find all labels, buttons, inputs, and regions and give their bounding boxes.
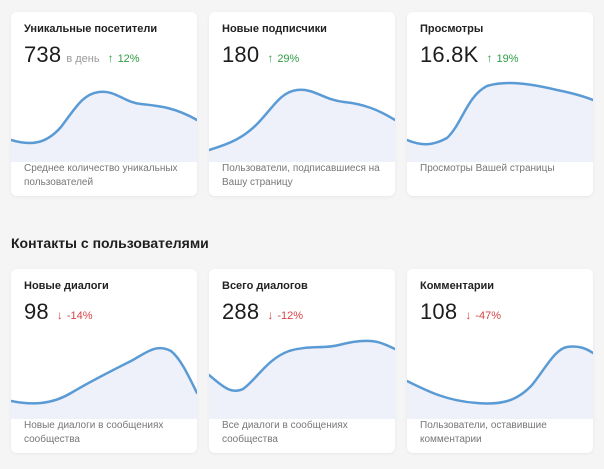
card-description: Просмотры Вашей страницы [420,163,555,174]
card-description: Все диалоги в сообщениях сообщества [222,420,348,445]
arrow-up-icon: ↑ [107,51,114,65]
trend-value: -47% [475,310,501,322]
card-value-row: 16.8K ↑ 19% [420,42,519,68]
trend-badge: ↓ -14% [57,308,93,322]
sparkline-line [407,81,593,146]
card-title: Комментарии [420,280,495,292]
card-value: 180 [222,42,260,67]
arrow-up-icon: ↑ [267,51,274,65]
card-description: Новые диалоги в сообщениях сообщества [24,420,164,445]
section-title-contacts: Контакты с пользователями [11,235,209,251]
card-description: Пользователи, подписавшиеся на Вашу стра… [222,163,380,188]
arrow-down-icon: ↓ [56,308,63,322]
card-unit: в день [66,53,100,65]
sparkline-chart [209,88,395,162]
sparkline-area [407,346,593,419]
trend-value: 19% [496,53,519,65]
card-title: Уникальные посетители [24,23,158,35]
stat-card-new-subscribers[interactable]: Новые подписчики 180 ↑ 29% Пользователи,… [209,12,395,196]
sparkline-line [11,90,197,145]
stat-card-total-dialogs[interactable]: Всего диалогов 288 ↓ -12% Все диалоги в … [209,269,395,453]
card-description: Пользователи, оставившие комментарии [420,420,547,445]
card-title: Всего диалогов [222,280,308,292]
trend-badge: ↑ 19% [487,51,519,65]
card-value-row: 180 ↑ 29% [222,42,299,68]
stat-card-unique-visitors[interactable]: Уникальные посетители 738 в день ↑ 12% С… [11,12,197,196]
card-value: 738 [24,42,62,67]
card-value-row: 738 в день ↑ 12% [24,42,140,68]
card-title: Просмотры [420,23,484,35]
trend-badge: ↑ 29% [267,51,299,65]
sparkline-line [209,339,395,392]
arrow-down-icon: ↓ [267,308,274,322]
sparkline-chart [209,339,395,419]
trend-value: -14% [66,310,93,322]
trend-badge: ↑ 12% [108,51,140,65]
card-value-row: 288 ↓ -12% [222,299,303,325]
sparkline-chart [11,90,197,162]
card-title: Новые подписчики [222,23,327,35]
card-value-row: 98 ↓ -14% [24,299,93,325]
sparkline-area [11,91,197,162]
sparkline-area [209,340,395,419]
sparkline-area [11,348,197,419]
sparkline-chart [407,345,593,419]
sparkline-area [407,83,593,162]
sparkline-line [407,345,593,405]
card-title: Новые диалоги [24,280,109,292]
card-value: 108 [420,299,458,324]
card-value: 288 [222,299,260,324]
arrow-up-icon: ↑ [486,51,493,65]
trend-badge: ↓ -12% [267,308,303,322]
sparkline-chart [11,346,197,419]
trend-badge: ↓ -47% [465,308,501,322]
stat-card-views[interactable]: Просмотры 16.8K ↑ 19% Просмотры Вашей ст… [407,12,593,196]
sparkline-chart [407,81,593,162]
card-description: Среднее количество уникальных пользовате… [24,163,178,188]
card-value-row: 108 ↓ -47% [420,299,501,325]
card-value: 98 [24,299,49,324]
card-value: 16.8K [420,42,479,67]
sparkline-line [11,346,197,405]
stat-card-comments[interactable]: Комментарии 108 ↓ -47% Пользователи, ост… [407,269,593,453]
trend-value: 29% [277,53,300,65]
trend-value: 12% [117,53,140,65]
arrow-down-icon: ↓ [465,308,472,322]
sparkline-area [209,89,395,162]
stat-card-new-dialogs[interactable]: Новые диалоги 98 ↓ -14% Новые диалоги в … [11,269,197,453]
trend-value: -12% [277,310,303,322]
sparkline-line [209,88,395,152]
